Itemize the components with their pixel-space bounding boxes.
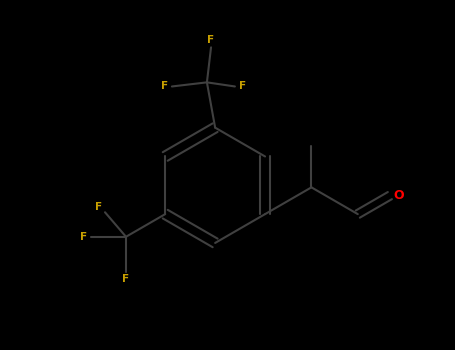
Text: F: F — [80, 232, 87, 242]
Text: F: F — [207, 35, 215, 45]
Text: F: F — [122, 274, 130, 284]
Text: O: O — [394, 189, 404, 202]
Text: F: F — [239, 82, 246, 91]
Text: F: F — [161, 82, 168, 91]
Text: F: F — [95, 202, 102, 212]
